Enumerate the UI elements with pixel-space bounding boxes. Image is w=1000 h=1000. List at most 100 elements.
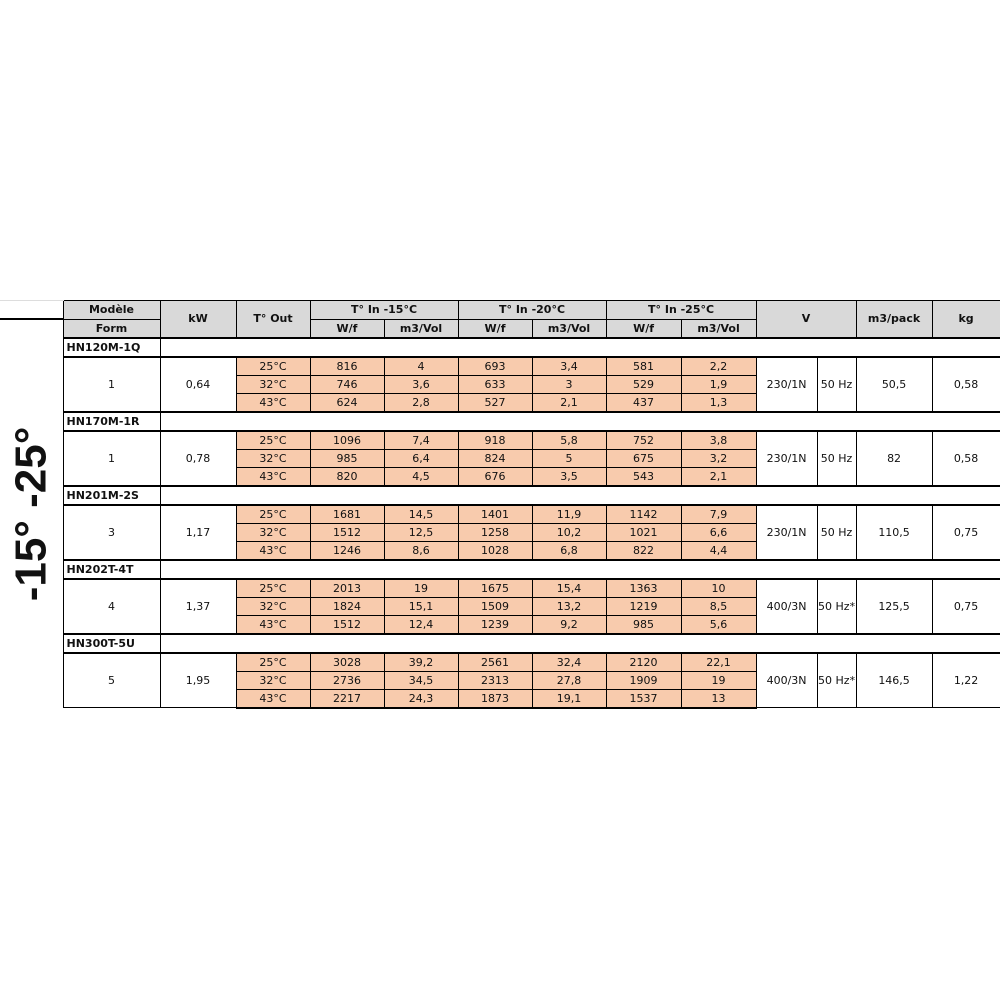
vol-15-cell: 12,4 <box>383 614 459 634</box>
header-vol: m3/Vol <box>680 318 757 338</box>
vol-20-cell: 3,5 <box>531 466 607 486</box>
kg-cell: 1,22 <box>931 651 1000 708</box>
wf-20-cell: 1258 <box>457 522 533 542</box>
form-cell: 3 <box>62 503 161 560</box>
wf-25-cell: 675 <box>605 448 682 468</box>
frequency-cell: 50 Hz* <box>816 577 857 634</box>
tout-cell: 25°C <box>235 503 311 524</box>
wf-20-cell: 676 <box>457 466 533 486</box>
model-row: HN201M-2S <box>0 484 1000 505</box>
wf-15-cell: 985 <box>309 448 385 468</box>
tout-cell: 32°C <box>235 448 311 468</box>
header-wf: W/f <box>605 318 682 338</box>
vol-25-cell: 6,6 <box>680 522 757 542</box>
kg-cell: 0,58 <box>931 429 1000 486</box>
data-row: 32°C 2736 34,5 2313 27,8 1909 19 <box>0 670 1000 690</box>
vol-25-cell: 8,5 <box>680 596 757 616</box>
model-name: HN202T-4T <box>62 558 161 579</box>
wf-20-cell: 527 <box>457 392 533 412</box>
data-row: 3 1,17 25°C 1681 14,5 1401 11,9 1142 7,9 230/1N 50… <box>0 503 1000 560</box>
vol-15-cell: 39,2 <box>383 651 459 672</box>
wf-20-cell: 1509 <box>457 596 533 616</box>
data-row: 1 0,64 25°C 816 4 693 3,4 581 2,2 230/1N 50 Hz 50,5… <box>0 355 1000 412</box>
voltage-cell: 400/3N <box>755 577 818 634</box>
wf-20-cell: 1873 <box>457 688 533 709</box>
vol-20-cell: 5,8 <box>531 429 607 450</box>
model-name: HN170M-1R <box>62 410 161 431</box>
data-row: 4 1,37 25°C 2013 19 1675 15,4 1363 10 400/3N 50 Hz… <box>0 577 1000 634</box>
vol-25-cell: 13 <box>680 688 757 709</box>
data-row: 32°C 1824 15,1 1509 13,2 1219 8,5 <box>0 596 1000 616</box>
header-tin-15: T° In -15°C <box>309 300 459 320</box>
wf-20-cell: 1675 <box>457 577 533 598</box>
data-row: 43°C 624 2,8 527 2,1 437 1,3 <box>0 392 1000 412</box>
wf-25-cell: 822 <box>605 540 682 560</box>
vol-20-cell: 6,8 <box>531 540 607 560</box>
frequency-cell: 50 Hz <box>816 503 857 560</box>
wf-20-cell: 824 <box>457 448 533 468</box>
wf-25-cell: 1537 <box>605 688 682 709</box>
data-row: 43°C 2217 24,3 1873 19,1 1537 13 <box>0 688 1000 709</box>
vol-20-cell: 3,4 <box>531 355 607 376</box>
vol-15-cell: 24,3 <box>383 688 459 709</box>
header-wf: W/f <box>309 318 385 338</box>
vol-25-cell: 1,9 <box>680 374 757 394</box>
vol-15-cell: 14,5 <box>383 503 459 524</box>
wf-15-cell: 816 <box>309 355 385 376</box>
tout-cell: 43°C <box>235 392 311 412</box>
kg-cell: 0,75 <box>931 503 1000 560</box>
model-row-fill <box>159 632 1000 653</box>
pack-cell: 146,5 <box>855 651 933 708</box>
model-row-fill <box>159 558 1000 579</box>
wf-15-cell: 624 <box>309 392 385 412</box>
tout-cell: 25°C <box>235 577 311 598</box>
wf-15-cell: 2736 <box>309 670 385 690</box>
vol-25-cell: 10 <box>680 577 757 598</box>
wf-15-cell: 1246 <box>309 540 385 560</box>
tout-cell: 43°C <box>235 540 311 560</box>
vol-25-cell: 1,3 <box>680 392 757 412</box>
vol-25-cell: 2,1 <box>680 466 757 486</box>
vol-15-cell: 12,5 <box>383 522 459 542</box>
kw-cell: 1,37 <box>159 577 237 634</box>
wf-15-cell: 2013 <box>309 577 385 598</box>
data-row: 32°C 1512 12,5 1258 10,2 1021 6,6 <box>0 522 1000 542</box>
tout-cell: 32°C <box>235 522 311 542</box>
wf-20-cell: 1401 <box>457 503 533 524</box>
vol-20-cell: 5 <box>531 448 607 468</box>
header-tin-25: T° In -25°C <box>605 300 757 320</box>
wf-20-cell: 633 <box>457 374 533 394</box>
header-row-1: Modèle kW T° Out T° In -15°C T° In -20°C… <box>0 300 1000 338</box>
kw-cell: 1,95 <box>159 651 237 708</box>
frequency-cell: 50 Hz <box>816 355 857 412</box>
corner-cell <box>0 300 63 319</box>
header-pack: m3/pack <box>855 300 933 338</box>
header-wf: W/f <box>457 318 533 338</box>
wf-20-cell: 693 <box>457 355 533 376</box>
kw-cell: 0,64 <box>159 355 237 412</box>
vol-20-cell: 9,2 <box>531 614 607 634</box>
vol-20-cell: 15,4 <box>531 577 607 598</box>
wf-15-cell: 746 <box>309 374 385 394</box>
data-row: 43°C 820 4,5 676 3,5 543 2,1 <box>0 466 1000 486</box>
vol-20-cell: 11,9 <box>531 503 607 524</box>
vol-20-cell: 3 <box>531 374 607 394</box>
model-name: HN201M-2S <box>62 484 161 505</box>
header-kg: kg <box>931 300 1000 338</box>
wf-20-cell: 918 <box>457 429 533 450</box>
wf-15-cell: 1512 <box>309 522 385 542</box>
header-tout: T° Out <box>235 300 311 338</box>
wf-20-cell: 2313 <box>457 670 533 690</box>
wf-25-cell: 581 <box>605 355 682 376</box>
wf-25-cell: 437 <box>605 392 682 412</box>
model-row: HN202T-4T <box>0 558 1000 579</box>
vol-15-cell: 7,4 <box>383 429 459 450</box>
header-form: Form <box>62 318 161 338</box>
tout-cell: 25°C <box>235 355 311 376</box>
wf-25-cell: 1219 <box>605 596 682 616</box>
pack-cell: 125,5 <box>855 577 933 634</box>
vol-25-cell: 3,2 <box>680 448 757 468</box>
wf-15-cell: 1096 <box>309 429 385 450</box>
model-row-fill <box>159 336 1000 357</box>
kw-cell: 0,78 <box>159 429 237 486</box>
